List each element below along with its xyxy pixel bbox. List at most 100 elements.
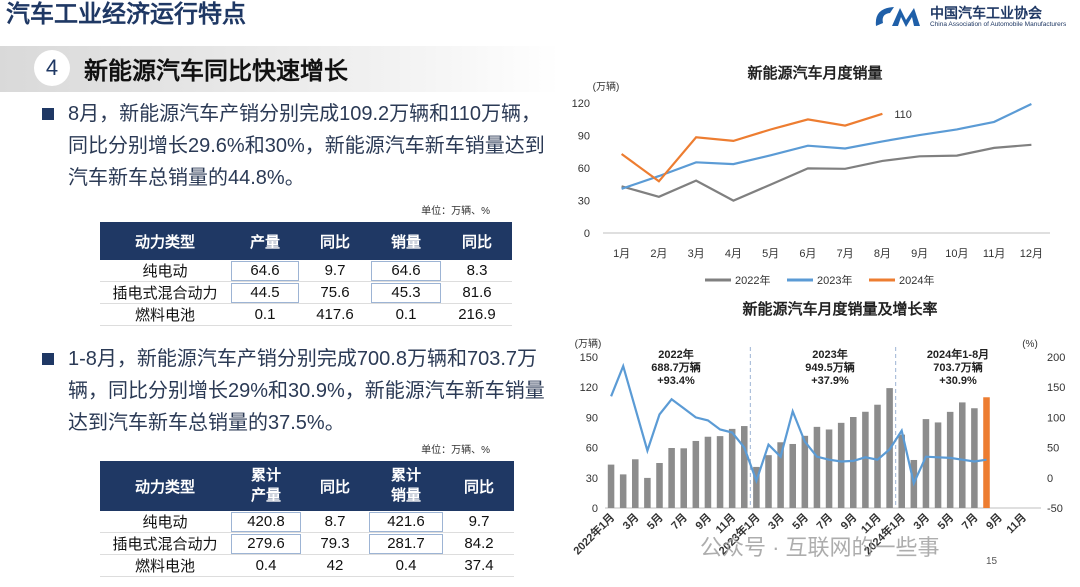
bar xyxy=(753,466,760,508)
table-cell: 燃料电池 xyxy=(100,303,230,326)
table-row: 插电式混合动力 44.5 75.6 45.3 81.6 xyxy=(100,281,512,304)
table-row: 纯电动 64.6 9.7 64.6 8.3 xyxy=(100,260,512,282)
table-header: 动力类型 产量 同比 销量 同比 xyxy=(100,222,512,260)
y-tick-label: 150 xyxy=(580,352,598,364)
x-tick-label: 12月 xyxy=(1020,248,1043,260)
bar xyxy=(777,442,784,508)
table-row: 燃料电池 0.1 417.6 0.1 216.9 xyxy=(100,303,512,326)
page-number: 15 xyxy=(986,556,998,567)
column-header: 同比 xyxy=(442,222,512,260)
x-tick-label: 6月 xyxy=(799,248,816,260)
table-cell: 45.3 xyxy=(370,281,442,304)
bar xyxy=(837,422,845,508)
bar xyxy=(971,408,978,508)
logo-subtext: China Association of Automobile Manufact… xyxy=(930,21,1067,28)
header-text: 累计销量 xyxy=(390,467,421,504)
bar xyxy=(946,411,954,508)
y2-axis-label: (%) xyxy=(1022,339,1038,350)
table-header: 动力类型 累计产量 同比 累计销量 同比 xyxy=(100,461,514,511)
x-tick-label: 3月 xyxy=(620,511,641,532)
column-header: 同比 xyxy=(444,461,514,511)
table-cell: 纯电动 xyxy=(100,511,230,533)
x-tick-label: 2月 xyxy=(650,248,667,260)
y-tick-label: 90 xyxy=(578,131,590,143)
table-cell: 燃料电池 xyxy=(100,554,230,577)
x-tick-label: 7月 xyxy=(837,248,854,260)
bar xyxy=(898,434,905,508)
column-header: 产量 xyxy=(230,222,300,260)
table-unit: 单位：万辆、% xyxy=(421,206,490,217)
table-cell: 插电式混合动力 xyxy=(100,532,230,555)
y2-tick-label: 150 xyxy=(1047,382,1065,394)
bar xyxy=(983,397,990,508)
table-row: 纯电动 420.8 8.7 421.6 9.7 xyxy=(100,511,514,533)
y-tick-label: 0 xyxy=(592,503,598,515)
watermark: 公众号 · 互联网的一些事 xyxy=(700,535,940,560)
table-cell: 9.7 xyxy=(300,260,370,282)
column-header: 累计产量 xyxy=(230,461,302,511)
table-row: 插电式混合动力 279.6 79.3 281.7 84.2 xyxy=(100,532,514,555)
bar xyxy=(922,419,930,508)
column-header: 累计销量 xyxy=(368,461,444,511)
bar xyxy=(862,411,869,508)
annotation: +37.9% xyxy=(811,375,849,387)
annotation: +30.9% xyxy=(939,375,977,387)
y-tick-label: 60 xyxy=(578,163,590,175)
x-tick-label: 9月 xyxy=(911,248,928,260)
table-row: 燃料电池 0.4 42 0.4 37.4 xyxy=(100,554,514,577)
bar xyxy=(801,435,809,508)
y2-tick-label: -50 xyxy=(1047,503,1063,515)
bar xyxy=(692,440,700,508)
x-tick-label: 9月 xyxy=(983,511,1004,532)
x-tick-label: 5月 xyxy=(644,511,665,532)
header-text: 累计产量 xyxy=(250,467,281,504)
table-cell: 279.6 xyxy=(230,532,302,555)
table-cell: 281.7 xyxy=(368,532,444,555)
table-cell: 417.6 xyxy=(300,303,370,326)
table-cell: 0.1 xyxy=(230,303,300,326)
y-tick-label: 30 xyxy=(578,196,590,208)
data-label: 110 xyxy=(894,109,912,121)
table-cell: 64.6 xyxy=(230,260,300,282)
y-tick-label: 120 xyxy=(572,98,590,110)
legend-label: 2024年 xyxy=(899,273,934,287)
table-cell: 421.6 xyxy=(368,511,444,533)
table-cell: 8.3 xyxy=(442,260,512,282)
annotation: 703.7万辆 xyxy=(933,360,983,374)
section-number: 4 xyxy=(34,50,70,86)
bar xyxy=(765,455,772,508)
y-tick-label: 30 xyxy=(586,473,598,485)
table-cell: 44.5 xyxy=(230,281,300,304)
x-tick-label: 4月 xyxy=(725,248,742,260)
y-axis-label: (万辆) xyxy=(593,80,620,93)
line-series xyxy=(621,103,1032,190)
slide-title: 汽车工业经济运行特点 xyxy=(6,1,246,28)
bullet-marker xyxy=(42,108,54,120)
table-cell: 79.3 xyxy=(302,532,368,555)
bar xyxy=(716,436,724,508)
annotation: 688.7万辆 xyxy=(651,360,701,374)
logo-mark xyxy=(875,7,920,27)
column-header: 动力类型 xyxy=(100,222,230,260)
annotation: 949.5万辆 xyxy=(805,360,855,374)
bar xyxy=(632,459,639,508)
column-header: 动力类型 xyxy=(100,461,230,511)
annotation: 2024年1-8月 xyxy=(927,347,989,361)
bar xyxy=(728,428,736,508)
column-header: 同比 xyxy=(302,461,368,511)
bar xyxy=(668,448,675,508)
bar xyxy=(741,426,748,508)
column-header: 销量 xyxy=(370,222,442,260)
table-cell: 0.1 xyxy=(370,303,442,326)
legend-label: 2022年 xyxy=(735,273,770,287)
logo-text: 中国汽车工业协会 xyxy=(930,5,1042,21)
x-tick-label: 3月 xyxy=(688,248,705,260)
table-cell: 81.6 xyxy=(442,281,512,304)
bar xyxy=(680,448,687,508)
table-cell: 84.2 xyxy=(444,532,514,555)
bar xyxy=(704,436,712,508)
bar xyxy=(656,463,663,508)
table-cell: 37.4 xyxy=(444,554,514,577)
